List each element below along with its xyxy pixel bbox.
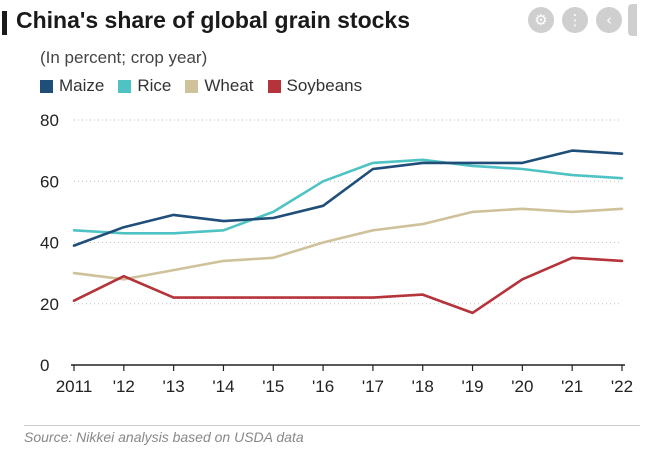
source-note: Source: Nikkei analysis based on USDA da… <box>24 429 304 445</box>
y-tick-label: 0 <box>40 356 49 375</box>
x-tick-label: '22 <box>611 377 633 396</box>
back-icon[interactable]: ‹ <box>596 7 622 33</box>
y-tick-label: 60 <box>40 172 59 191</box>
legend-swatch-wheat <box>185 79 199 93</box>
x-tick-label: '13 <box>163 377 185 396</box>
legend-label-wheat: Wheat <box>204 76 254 95</box>
legend-item-wheat: Wheat <box>185 76 254 96</box>
settings-icon[interactable]: ⚙ <box>528 7 554 33</box>
toolbar-edge <box>628 4 637 36</box>
y-tick-label: 80 <box>40 111 59 130</box>
x-tick-label: '17 <box>362 377 384 396</box>
legend-label-soybeans: Soybeans <box>286 76 363 95</box>
title-accent-bar <box>2 11 7 35</box>
series-line-wheat <box>72 207 624 281</box>
y-tick-label: 40 <box>40 234 59 253</box>
legend-swatch-maize <box>40 79 53 93</box>
legend-item-soybeans: Soybeans <box>267 76 363 96</box>
legend-swatch-soybeans <box>267 79 281 93</box>
legend-item-rice: Rice <box>118 76 171 96</box>
x-tick-label: '12 <box>113 377 135 396</box>
chart-title: China's share of global grain stocks <box>16 7 411 33</box>
x-tick-label: '21 <box>561 377 583 396</box>
x-tick-label: '19 <box>461 377 483 396</box>
x-tick-label: '18 <box>412 377 434 396</box>
toolbar: ⚙ ⋮ ‹ <box>528 7 622 33</box>
x-tick-label: '15 <box>262 377 284 396</box>
y-tick-label: 20 <box>40 295 59 314</box>
legend: Maize Rice Wheat Soybeans <box>40 76 362 96</box>
series-line-maize <box>72 149 624 247</box>
more-options-icon[interactable]: ⋮ <box>562 7 588 33</box>
x-tick-label: '16 <box>312 377 334 396</box>
x-tick-label: 2011 <box>56 377 93 396</box>
series-line-soybeans <box>72 256 624 315</box>
x-tick-label: '20 <box>511 377 533 396</box>
series-line-rice <box>72 158 624 235</box>
legend-label-rice: Rice <box>137 76 172 95</box>
chart-subtitle: (In percent; crop year) <box>40 48 208 67</box>
legend-swatch-rice <box>118 79 132 93</box>
legend-item-maize: Maize <box>40 76 104 96</box>
footer-divider <box>24 425 640 426</box>
x-tick-label: '14 <box>212 377 234 396</box>
legend-label-maize: Maize <box>59 76 105 95</box>
